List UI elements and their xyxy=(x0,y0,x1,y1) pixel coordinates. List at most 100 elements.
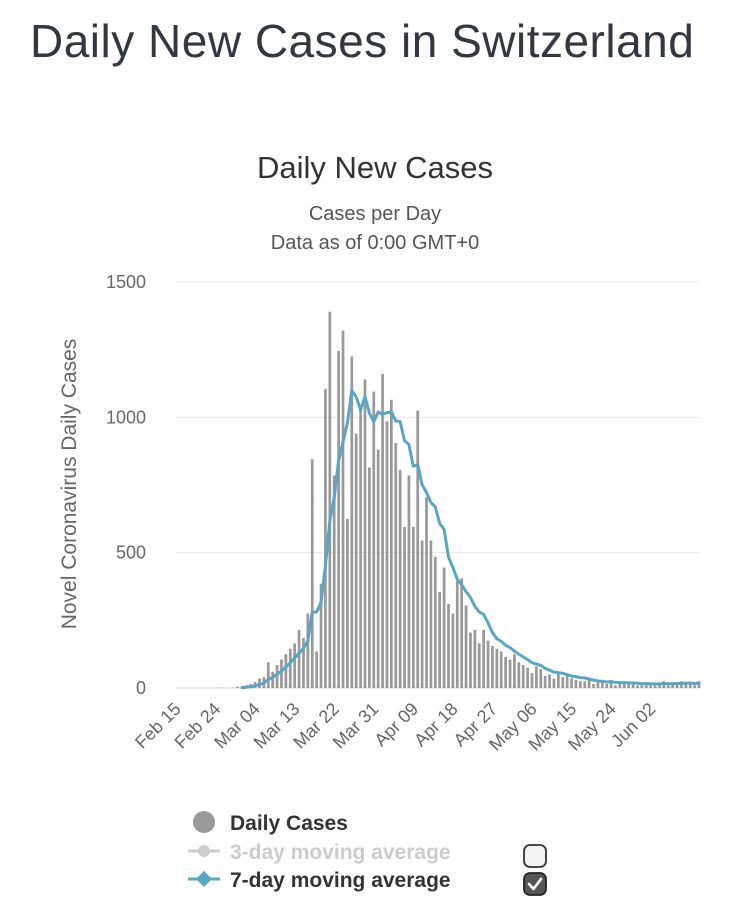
x-tick-label: Apr 18 xyxy=(410,699,462,751)
bar xyxy=(473,629,477,688)
bar xyxy=(556,671,560,688)
bar xyxy=(495,648,499,688)
bar xyxy=(407,475,411,688)
bar xyxy=(319,583,323,688)
bar xyxy=(341,330,345,688)
bar xyxy=(372,391,376,688)
bar xyxy=(447,604,450,688)
bar xyxy=(236,686,239,688)
legend-daily-cases-label: Daily Cases xyxy=(230,812,348,835)
bar xyxy=(297,629,301,688)
bar xyxy=(332,475,336,688)
seven-day-average-line-group xyxy=(240,389,701,690)
bar xyxy=(570,678,573,688)
bar xyxy=(438,591,442,688)
bar xyxy=(548,674,551,688)
bar xyxy=(526,667,529,688)
bar xyxy=(411,526,415,688)
bar xyxy=(653,685,657,688)
bar xyxy=(592,683,595,688)
bar xyxy=(627,683,631,688)
bar xyxy=(433,556,437,688)
daily-cases-marker-icon xyxy=(193,811,215,833)
bar xyxy=(543,675,547,688)
bar xyxy=(552,678,556,688)
bar xyxy=(504,656,507,688)
bar xyxy=(284,654,288,688)
bar xyxy=(381,374,384,688)
legend-item-3day-average[interactable]: 3-day moving average xyxy=(188,841,451,864)
bar xyxy=(455,581,459,688)
legend-7day-average-label: 7-day moving average xyxy=(230,869,451,892)
bar xyxy=(324,388,327,688)
bar xyxy=(649,682,653,688)
y-axis-label: Novel Coronavirus Daily Cases xyxy=(58,339,81,630)
bar xyxy=(394,443,398,688)
bar xyxy=(389,399,393,688)
bar xyxy=(328,311,332,688)
bar xyxy=(622,683,626,688)
bar xyxy=(499,651,503,688)
7day-average-checkbox[interactable] xyxy=(523,872,547,896)
bar xyxy=(521,664,525,688)
bar xyxy=(684,683,688,688)
bar xyxy=(464,605,468,688)
legend-item-7day-average[interactable]: 7-day moving average xyxy=(188,869,451,892)
bar xyxy=(583,681,587,688)
bar xyxy=(508,659,512,688)
bar xyxy=(587,679,591,688)
bar xyxy=(658,683,661,688)
y-tick-label: 1000 xyxy=(106,407,146,427)
bar xyxy=(517,662,521,688)
y-tick-label: 500 xyxy=(116,543,146,563)
bar xyxy=(306,613,310,688)
bar xyxy=(539,669,543,688)
bar xyxy=(644,683,648,688)
chart-subtitle-1: Cases per Day xyxy=(309,203,441,225)
legend-item-daily-cases[interactable]: Daily Cases xyxy=(193,811,348,835)
bar xyxy=(275,664,279,688)
bar xyxy=(271,671,275,688)
x-tick-label: Apr 09 xyxy=(371,699,423,751)
bar xyxy=(350,356,354,688)
7day-average-diamond-icon xyxy=(196,871,212,887)
y-tick-labels: 0 500 1000 1500 xyxy=(106,272,146,698)
bar xyxy=(442,567,446,688)
3day-average-marker-icon xyxy=(198,845,210,857)
bar xyxy=(600,681,604,688)
bar xyxy=(368,467,371,688)
y-tick-label: 0 xyxy=(136,678,146,698)
seven-day-average-line xyxy=(240,389,701,690)
bar xyxy=(666,685,670,688)
3day-average-checkbox[interactable] xyxy=(523,844,547,868)
bar xyxy=(640,683,644,688)
legend-3day-average-label: 3-day moving average xyxy=(230,841,451,864)
bar xyxy=(385,421,389,688)
page-title: Daily New Cases in Switzerland xyxy=(30,15,695,67)
bar xyxy=(429,540,433,688)
bar xyxy=(675,683,679,688)
bar xyxy=(469,632,472,688)
grid-lines xyxy=(176,281,699,689)
chart-title: Daily New Cases xyxy=(257,150,493,185)
bar xyxy=(354,433,358,688)
daily-cases-bars xyxy=(218,311,701,688)
chart-subtitle-2: Data as of 0:00 GMT+0 xyxy=(271,232,479,254)
bar xyxy=(631,682,635,688)
bar xyxy=(425,497,428,688)
bar xyxy=(310,459,314,688)
bar xyxy=(530,673,534,688)
bar xyxy=(359,405,362,688)
checkmark-icon xyxy=(527,877,543,891)
bar xyxy=(491,646,494,688)
bar xyxy=(363,379,367,688)
bar xyxy=(266,662,270,688)
bar xyxy=(486,640,490,688)
bar xyxy=(636,685,639,688)
x-tick-label: Jun 02 xyxy=(607,699,659,751)
bar xyxy=(398,470,402,688)
bar xyxy=(671,682,674,688)
unchecked-box-icon xyxy=(523,844,547,868)
